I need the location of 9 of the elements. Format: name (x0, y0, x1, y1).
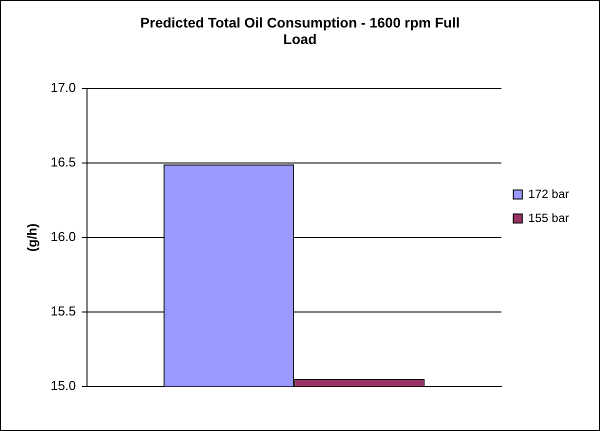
y-tick-label: 15.5 (50, 304, 76, 319)
y-axis-title: (g/h) (24, 223, 40, 252)
y-tick-label: 16.5 (50, 154, 76, 170)
legend-label: 155 bar (528, 210, 570, 225)
legend-label: 172 bar (528, 186, 570, 201)
chart-title: Predicted Total Oil Consumption - 1600 rpm Full Load (140, 14, 460, 48)
y-tick-label: 15.0 (50, 378, 76, 393)
y-tick-label: 17.0 (50, 80, 76, 96)
y-tick-label: 16.0 (50, 229, 76, 244)
